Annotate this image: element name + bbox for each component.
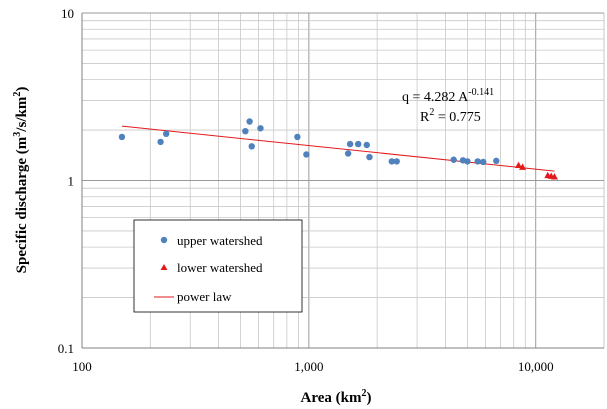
upper-watershed-point bbox=[363, 141, 370, 149]
x-axis-title-sup: 2 bbox=[361, 388, 366, 399]
y-axis-title-sup2: 2 bbox=[12, 92, 23, 97]
upper-watershed-point bbox=[242, 127, 249, 135]
upper-watershed-point bbox=[480, 158, 487, 166]
upper-watershed-point bbox=[366, 153, 373, 161]
y-tick-label: 10 bbox=[61, 6, 74, 21]
y-axis-title-sup1: 3 bbox=[12, 132, 23, 137]
upper-watershed-point bbox=[464, 158, 471, 165]
svg-text:q = 4.282 A-0.141: q = 4.282 A-0.141 bbox=[402, 87, 494, 105]
legend-upper-marker bbox=[160, 236, 168, 244]
x-tick-label: 100 bbox=[72, 359, 92, 374]
upper-watershed-point bbox=[118, 133, 126, 141]
x-tick-label: 1,000 bbox=[294, 359, 323, 374]
equation-text: q = 4.282 A bbox=[402, 90, 469, 105]
y-axis-title-mid: /s/km bbox=[14, 96, 30, 133]
y-axis-title-unit: (m bbox=[14, 136, 30, 154]
upper-watershed-point bbox=[248, 143, 255, 150]
upper-watershed-point bbox=[294, 133, 301, 141]
legend-power-law-label: power law bbox=[177, 289, 232, 304]
upper-watershed-point bbox=[162, 130, 170, 138]
axes bbox=[81, 13, 604, 349]
x-axis-title-unit: (km bbox=[336, 390, 362, 406]
tick-labels: 100 1,000 10,000 0.1 1 10 bbox=[58, 6, 554, 374]
lower-watershed-point bbox=[550, 173, 558, 180]
r-squared-sup: 2 bbox=[429, 107, 434, 118]
upper-watershed-point bbox=[344, 150, 352, 157]
upper-watershed-point bbox=[257, 125, 264, 132]
y-tick-label: 0.1 bbox=[58, 341, 74, 356]
legend-upper-label: upper watershed bbox=[177, 233, 263, 248]
equation-exponent: -0.141 bbox=[468, 87, 494, 98]
lower-watershed-point bbox=[515, 161, 523, 169]
trendline-equation: q = 4.282 A-0.141 R2 = 0.775 bbox=[402, 87, 494, 125]
legend-lower-label: lower watershed bbox=[177, 260, 263, 275]
x-axis-title-main: Area bbox=[301, 390, 333, 406]
upper-watershed-point bbox=[354, 140, 362, 148]
data-points bbox=[118, 118, 558, 180]
r-squared-label: R bbox=[420, 110, 430, 125]
upper-watershed-point bbox=[157, 138, 164, 146]
x-axis-title: Area (km2) bbox=[301, 388, 372, 406]
upper-watershed-point bbox=[474, 158, 481, 165]
upper-watershed-point bbox=[246, 118, 253, 125]
legend-lower-marker bbox=[160, 264, 168, 270]
x-axis-title-close: ) bbox=[366, 390, 371, 406]
x-tick-label: 10,000 bbox=[518, 359, 554, 374]
legend: upper watershed lower watershed power la… bbox=[133, 219, 303, 313]
lower-watershed-point bbox=[519, 163, 527, 170]
upper-watershed-point bbox=[303, 151, 310, 158]
y-axis-title: Specific discharge (m3/s/km2) bbox=[12, 87, 30, 274]
y-tick-label: 1 bbox=[68, 174, 75, 189]
upper-watershed-point bbox=[388, 158, 395, 165]
upper-watershed-point bbox=[493, 157, 500, 165]
upper-watershed-point bbox=[393, 158, 400, 165]
y-axis-title-close: ) bbox=[14, 87, 30, 92]
svg-text:R2 = 0.775: R2 = 0.775 bbox=[420, 107, 481, 125]
y-axis-title-main: Specific discharge bbox=[14, 158, 30, 274]
upper-watershed-point bbox=[346, 140, 354, 148]
r-squared-value: = 0.775 bbox=[434, 110, 480, 125]
upper-watershed-point bbox=[450, 156, 457, 163]
